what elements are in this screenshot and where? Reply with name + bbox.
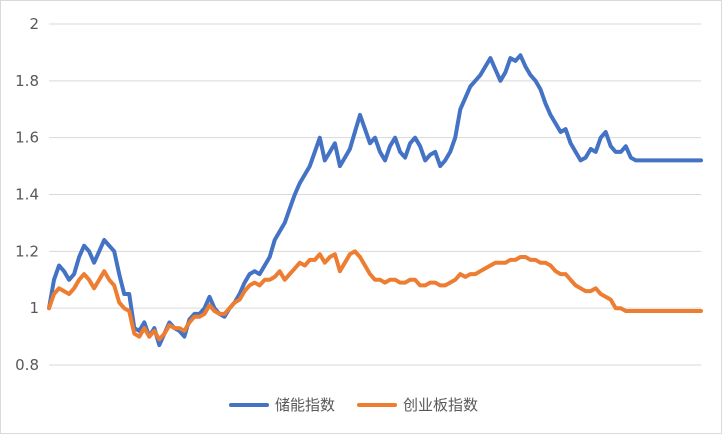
- legend-label-2: 创业板指数: [403, 396, 478, 414]
- y-tick-label: 1.8: [15, 72, 39, 90]
- y-tick-label: 2: [29, 15, 39, 33]
- y-tick-label: 1.4: [15, 186, 39, 204]
- legend-label-1: 储能指数: [275, 396, 335, 414]
- series-line-2: [47, 249, 703, 342]
- series-lines: [47, 53, 703, 348]
- gridlines: [49, 23, 701, 366]
- series-line-1: [47, 53, 703, 348]
- y-tick-label: 1.6: [15, 129, 39, 147]
- y-tick-label: 1.2: [15, 242, 39, 260]
- y-tick-label: 0.8: [15, 356, 39, 374]
- y-axis-tick-labels: 0.8 1 1.2 1.4 1.6 1.8 2: [15, 15, 39, 374]
- legend: 储能指数 创业板指数: [229, 396, 478, 414]
- y-tick-label: 1: [29, 299, 39, 317]
